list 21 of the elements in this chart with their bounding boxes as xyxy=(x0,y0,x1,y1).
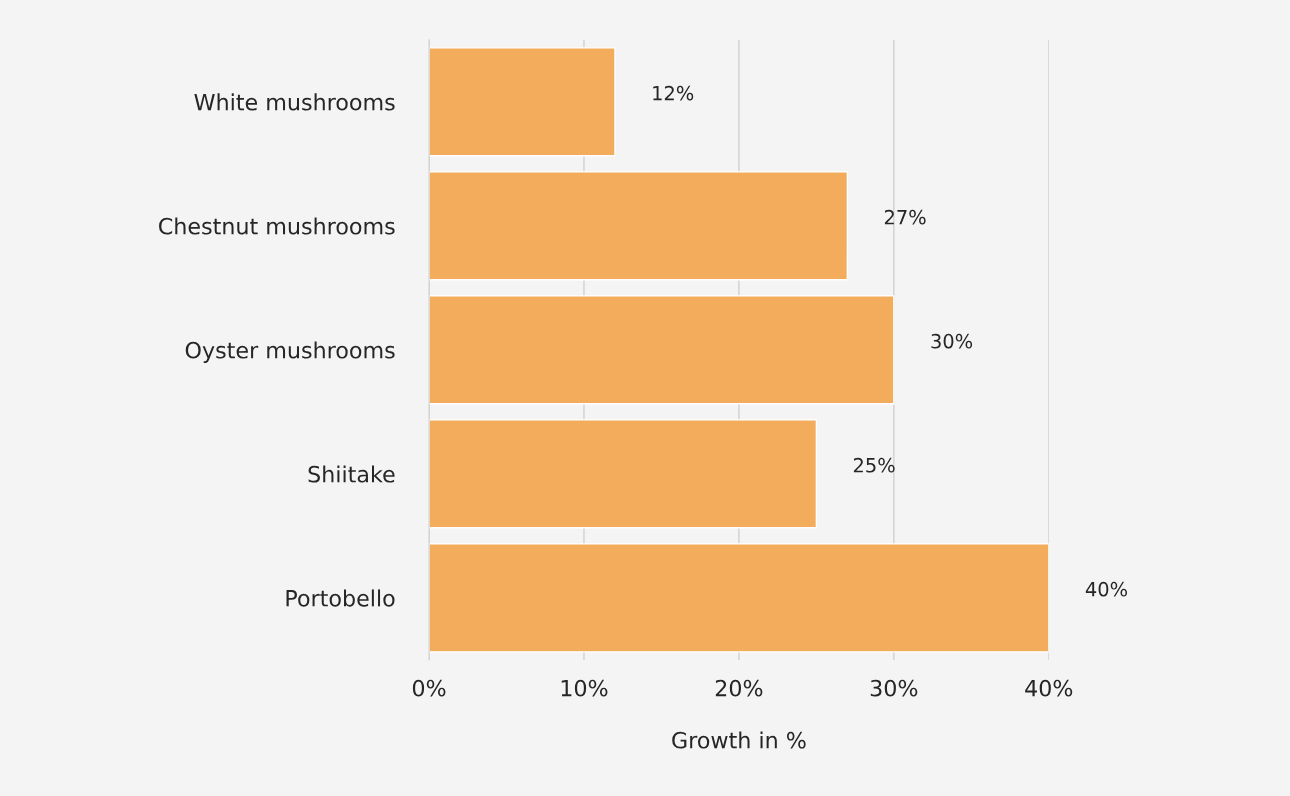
x-tick-label: 40% xyxy=(1025,679,1073,697)
bar xyxy=(429,295,895,405)
x-tick-label: 0% xyxy=(412,679,446,697)
bar xyxy=(429,543,1049,653)
bar xyxy=(429,171,849,281)
data-label: 30% xyxy=(931,333,973,349)
y-tick-label: Portobello xyxy=(286,589,395,607)
bar xyxy=(429,47,616,157)
y-tick-label: Shiitake xyxy=(308,465,395,483)
data-label: 40% xyxy=(1085,581,1128,597)
data-label: 25% xyxy=(853,457,895,473)
data-label: 27% xyxy=(884,209,926,225)
x-tick-label: 30% xyxy=(870,679,918,697)
y-tick-label: White mushrooms xyxy=(194,93,395,111)
x-tick-label: 10% xyxy=(561,679,608,697)
y-tick-label: Chestnut mushrooms xyxy=(159,217,395,235)
x-tick-label: 20% xyxy=(715,679,763,697)
x-axis-title: Growth in % xyxy=(672,731,806,749)
data-label: 12% xyxy=(653,85,694,101)
y-tick-label: Oyster mushrooms xyxy=(185,341,395,363)
bar xyxy=(429,419,818,529)
